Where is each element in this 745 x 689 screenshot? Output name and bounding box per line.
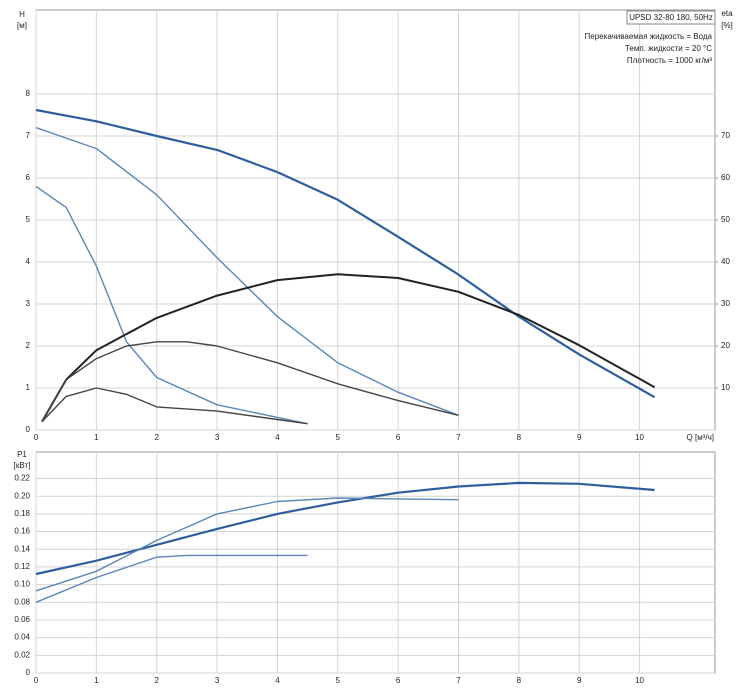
y-tick-label: 0.06: [14, 615, 30, 624]
curve: [41, 273, 656, 423]
y2-tick-label: 40: [721, 257, 730, 266]
y-tick-label: 0.22: [14, 474, 30, 483]
x-tick-label: 4: [275, 676, 280, 685]
y2-tick-label: 10: [721, 383, 730, 392]
x-tick-label: 8: [517, 676, 522, 685]
y-unit: [м]: [17, 21, 27, 30]
note: Темп. жидкости = 20 °C: [625, 44, 712, 53]
x-tick-label: 2: [154, 433, 159, 442]
note: Плотность = 1000 кг/м³: [627, 56, 712, 65]
curve: [35, 497, 459, 592]
x-tick-label: 3: [215, 676, 220, 685]
y2-tick-label: 20: [721, 341, 730, 350]
x-tick-label: 1: [94, 433, 99, 442]
y2-tick-label: 30: [721, 299, 730, 308]
x-tick-label: 10: [635, 676, 644, 685]
y-tick-label: 4: [26, 257, 31, 266]
x-label: Q [м³/ч]: [687, 433, 714, 442]
y-tick-label: 0: [26, 425, 31, 434]
x-tick-label: 4: [275, 433, 280, 442]
y-tick-label: 2: [26, 341, 31, 350]
y-tick-label: 0.10: [14, 580, 30, 589]
y-unit: [кВт]: [14, 461, 31, 470]
y-tick-label: 0.14: [14, 544, 30, 553]
y-tick-label: 0.04: [14, 633, 30, 642]
y-tick-label: 8: [26, 89, 31, 98]
y2-tick-label: 60: [721, 173, 730, 182]
curve: [35, 554, 308, 603]
x-tick-label: 8: [517, 433, 522, 442]
y-tick-label: 0.18: [14, 509, 30, 518]
legend-title: UPSD 32-80 180, 50Hz: [629, 13, 713, 22]
x-tick-label: 0: [34, 433, 39, 442]
y2-tick-label: 70: [721, 131, 730, 140]
x-tick-label: 7: [456, 433, 461, 442]
y-tick-label: 1: [26, 383, 31, 392]
y-tick-label: 0.16: [14, 527, 30, 536]
y-tick-label: 0.08: [14, 597, 30, 606]
y-tick-label: 0: [26, 668, 31, 677]
y-tick-label: 0.20: [14, 491, 30, 500]
y-label: P1: [17, 450, 27, 459]
y-tick-label: 0.02: [14, 650, 30, 659]
x-tick-label: 3: [215, 433, 220, 442]
curve: [35, 185, 308, 425]
plot-frame: [35, 451, 716, 674]
x-tick-label: 6: [396, 676, 401, 685]
y-tick-label: 3: [26, 299, 31, 308]
x-tick-label: 6: [396, 433, 401, 442]
curve: [41, 341, 459, 422]
x-tick-label: 9: [577, 433, 582, 442]
x-tick-label: 7: [456, 676, 461, 685]
legend-box: [626, 10, 716, 25]
y-tick-label: 5: [26, 215, 31, 224]
y2-tick-label: 50: [721, 215, 730, 224]
curve: [35, 108, 656, 399]
x-tick-label: 5: [336, 433, 341, 442]
y-tick-label: 0.12: [14, 562, 30, 571]
y-tick-label: 6: [26, 173, 31, 182]
curve: [41, 387, 308, 425]
x-tick-label: 9: [577, 676, 582, 685]
x-tick-label: 5: [336, 676, 341, 685]
x-tick-label: 0: [34, 676, 39, 685]
y2-label: eta: [721, 9, 733, 18]
y-label: H: [19, 10, 25, 19]
note: Перекачиваемая жидкость = Вода: [585, 32, 713, 41]
curve: [35, 126, 459, 416]
y-tick-label: 7: [26, 131, 31, 140]
x-tick-label: 2: [154, 676, 159, 685]
x-tick-label: 1: [94, 676, 99, 685]
x-tick-label: 10: [635, 433, 644, 442]
y2-unit: [%]: [721, 21, 733, 30]
